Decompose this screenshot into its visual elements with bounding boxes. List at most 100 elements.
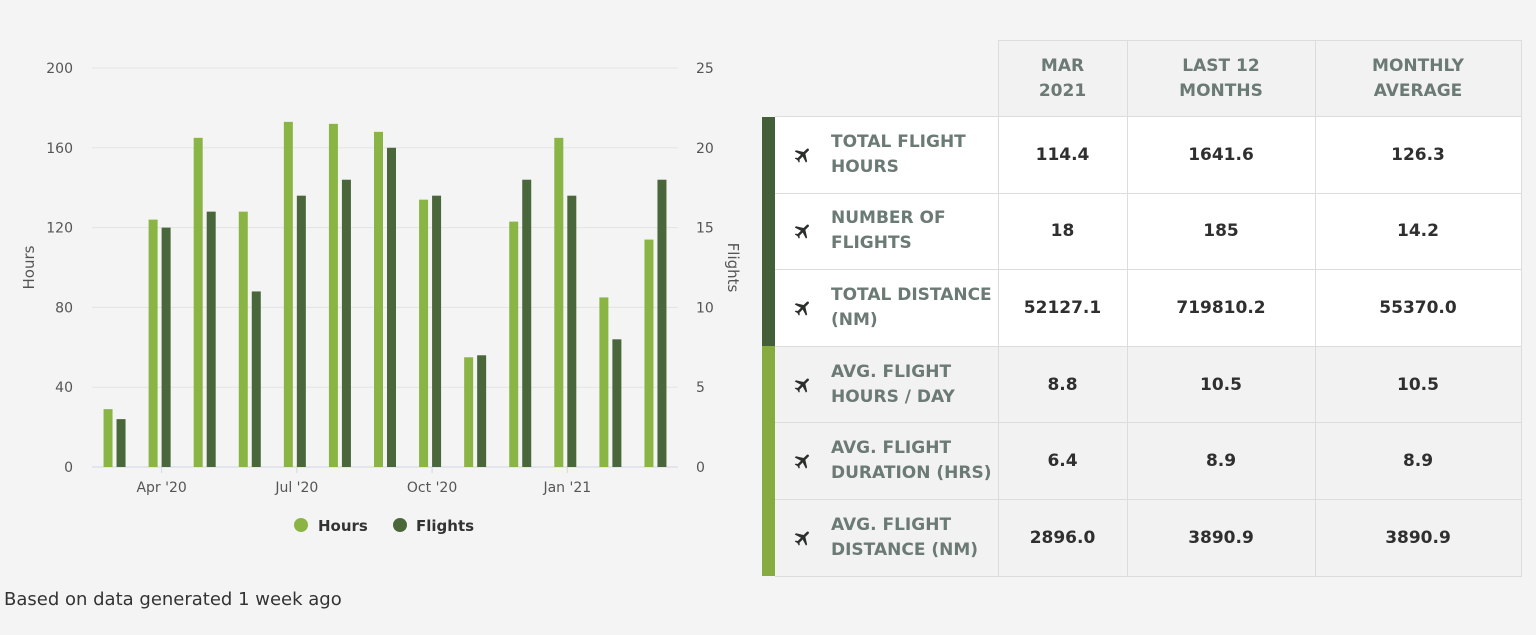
- row-value: 3890.9: [1314, 498, 1522, 577]
- left-axis-title: Hours: [20, 245, 38, 289]
- row-color-stripe: [762, 422, 775, 500]
- flights-bar: [387, 147, 396, 468]
- legend-flights-marker: [393, 518, 407, 532]
- y-tick-label: 0: [64, 460, 73, 476]
- y-tick-label: 200: [46, 61, 73, 77]
- hours-bar: [193, 137, 203, 467]
- right-axis-title: Flights: [724, 243, 742, 293]
- header-last-12-months-label: LAST 12 MONTHS: [1179, 55, 1263, 101]
- y2-tick-label: 15: [696, 221, 714, 237]
- x-tick-label: Oct '20: [407, 480, 457, 496]
- row-label: AVG. FLIGHT DURATION (HRS): [831, 438, 992, 484]
- row-value: 185: [1126, 192, 1316, 271]
- hours-bar: [238, 211, 248, 467]
- row-label: AVG. FLIGHT DISTANCE (NM): [831, 514, 979, 560]
- legend-flights-label: Flights: [416, 517, 474, 535]
- hours-bar: [599, 297, 609, 467]
- airplane-icon: [776, 205, 830, 259]
- row-value: 114.4: [997, 116, 1128, 194]
- chart-canvas: 0 40 80 120 160 200 0 5 10 15 20 25 Apr '20 Jul '20 Oc…: [20, 61, 742, 535]
- row-label: AVG. FLIGHT HOURS / DAY: [831, 361, 955, 407]
- row-value: 14.2: [1314, 192, 1522, 271]
- row-label-cell: AVG. FLIGHT DISTANCE (NM): [775, 498, 998, 577]
- y2-tick-label: 0: [696, 460, 705, 476]
- flights-bar: [206, 211, 216, 467]
- hours-bar: [148, 219, 158, 467]
- row-value: 126.3: [1314, 116, 1522, 194]
- x-tick-label: Apr '20: [136, 480, 186, 496]
- airplane-icon: [776, 511, 830, 565]
- flights-bar: [657, 179, 667, 467]
- row-color-stripe: [762, 269, 775, 347]
- header-mar-2021: MAR 2021: [997, 40, 1128, 117]
- flights-bar: [612, 339, 622, 467]
- flights-bar: [477, 355, 487, 467]
- flights-bar: [296, 195, 306, 467]
- hours-bar: [509, 221, 519, 467]
- row-value: 52127.1: [997, 269, 1128, 347]
- flights-bar: [116, 419, 126, 467]
- y2-tick-label: 25: [696, 61, 714, 77]
- row-value: 10.5: [1314, 345, 1522, 424]
- flight-stats-table: MAR 2021 LAST 12 MONTHS MONTHLY AVERAGE …: [762, 40, 1522, 577]
- flights-bar: [341, 179, 351, 467]
- x-tick-label: Jan '21: [542, 480, 591, 496]
- row-value: 719810.2: [1126, 269, 1316, 347]
- legend-hours-marker: [294, 518, 308, 532]
- row-value: 2896.0: [997, 498, 1128, 577]
- data-generated-note: Based on data generated 1 week ago: [4, 589, 342, 610]
- flights-bar: [567, 195, 577, 467]
- flights-bar: [432, 195, 442, 467]
- y2-tick-label: 10: [696, 300, 714, 316]
- hours-bar: [419, 199, 429, 468]
- header-mar-2021-label: MAR 2021: [1038, 55, 1087, 101]
- row-color-stripe: [762, 499, 775, 577]
- y2-tick-label: 5: [696, 380, 705, 396]
- row-label-cell: AVG. FLIGHT HOURS / DAY: [775, 345, 998, 424]
- hours-bar: [103, 409, 113, 467]
- row-value: 3890.9: [1126, 498, 1316, 577]
- row-color-stripe: [762, 116, 775, 194]
- table-row: NUMBER OF FLIGHTS 18 185 14.2: [762, 192, 1522, 271]
- row-value: 6.4: [997, 422, 1128, 500]
- row-value: 10.5: [1126, 345, 1316, 424]
- row-label-cell: TOTAL DISTANCE (NM): [775, 269, 998, 347]
- hours-bar: [328, 123, 338, 468]
- row-value: 8.8: [997, 345, 1128, 424]
- table-row: AVG. FLIGHT DURATION (HRS) 6.4 8.9 8.9: [762, 422, 1522, 500]
- row-label: NUMBER OF FLIGHTS: [831, 208, 946, 254]
- table-header-row: MAR 2021 LAST 12 MONTHS MONTHLY AVERAGE: [762, 40, 1522, 117]
- header-monthly-average-label: MONTHLY AVERAGE: [1372, 55, 1464, 101]
- y2-tick-label: 20: [696, 141, 714, 157]
- row-value: 18: [997, 192, 1128, 271]
- flights-bar: [161, 227, 171, 467]
- header-last-12-months: LAST 12 MONTHS: [1126, 40, 1316, 117]
- row-value: 8.9: [1126, 422, 1316, 500]
- airplane-icon: [776, 128, 830, 182]
- table-row: AVG. FLIGHT HOURS / DAY 8.8 10.5 10.5: [762, 345, 1522, 424]
- y-tick-label: 120: [46, 221, 73, 237]
- row-label-cell: NUMBER OF FLIGHTS: [775, 192, 998, 271]
- row-label-cell: AVG. FLIGHT DURATION (HRS): [775, 422, 998, 500]
- row-value: 8.9: [1314, 422, 1522, 500]
- flights-bar: [251, 291, 261, 467]
- table-row: TOTAL FLIGHT HOURS 114.4 1641.6 126.3: [762, 116, 1522, 194]
- y-tick-label: 160: [46, 141, 73, 157]
- row-label: TOTAL DISTANCE (NM): [831, 284, 992, 330]
- row-label: TOTAL FLIGHT HOURS: [831, 131, 966, 177]
- hours-bar: [464, 357, 474, 467]
- x-tick-label: Jul '20: [274, 480, 318, 496]
- airplane-icon: [776, 434, 830, 488]
- hours-flights-chart: 0 40 80 120 160 200 0 5 10 15 20 25 Apr '20 Jul '20 Oc…: [0, 0, 760, 580]
- flights-bar: [522, 179, 532, 467]
- row-value: 1641.6: [1126, 116, 1316, 194]
- hours-bar: [644, 239, 654, 467]
- header-monthly-average: MONTHLY AVERAGE: [1314, 40, 1522, 117]
- airplane-icon: [776, 358, 830, 412]
- hours-bar: [283, 121, 293, 468]
- row-color-stripe: [762, 346, 775, 423]
- legend-hours-label: Hours: [318, 517, 368, 535]
- row-value: 55370.0: [1314, 269, 1522, 347]
- table-header-blank: [762, 41, 998, 117]
- y-tick-label: 80: [55, 300, 73, 316]
